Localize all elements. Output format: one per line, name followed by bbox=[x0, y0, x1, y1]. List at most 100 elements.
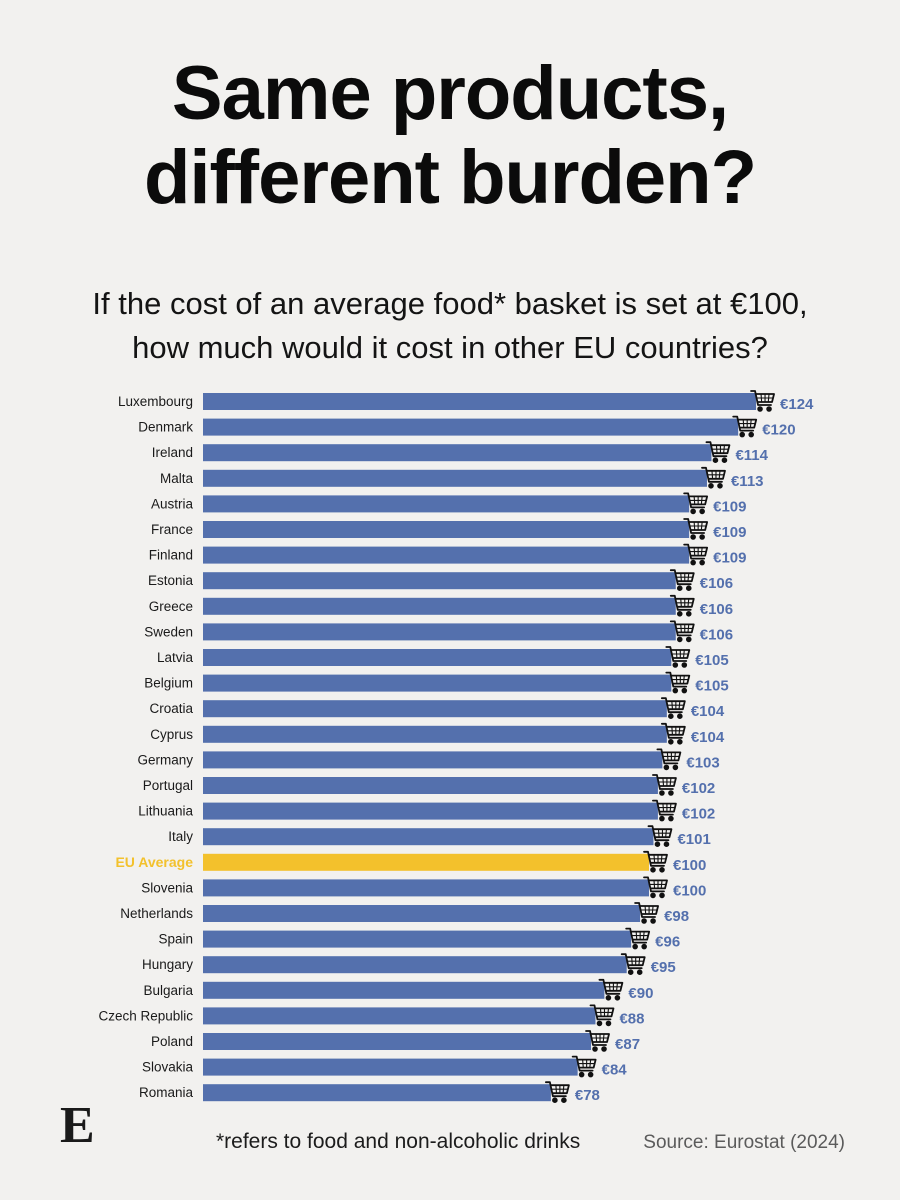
title-line-2: different burden? bbox=[143, 135, 757, 220]
value-label-estonia: €106 bbox=[700, 575, 733, 592]
cart-icon bbox=[701, 466, 726, 489]
category-label-poland: Poland bbox=[151, 1034, 193, 1049]
value-label-latvia: €105 bbox=[695, 652, 728, 669]
cart-icon bbox=[589, 1004, 615, 1027]
bar-lithuania bbox=[203, 802, 658, 820]
cart-icon bbox=[620, 953, 646, 976]
footnote: *refers to food and non-alcoholic drinks bbox=[216, 1130, 581, 1153]
category-label-slovenia: Slovenia bbox=[141, 880, 193, 895]
category-label-cyprus: Cyprus bbox=[150, 727, 193, 742]
bar-germany bbox=[203, 751, 663, 769]
category-label-netherlands: Netherlands bbox=[120, 906, 193, 921]
cart-icon bbox=[643, 876, 668, 899]
cart-icon bbox=[732, 415, 758, 438]
category-label-finland: Finland bbox=[149, 548, 193, 563]
category-label-croatia: Croatia bbox=[149, 701, 193, 716]
bar-cyprus bbox=[203, 725, 667, 743]
cart-icon bbox=[598, 978, 624, 1001]
category-label-ireland: Ireland bbox=[152, 445, 193, 460]
cart-icon bbox=[683, 518, 709, 540]
bar-austria bbox=[203, 495, 690, 513]
category-label-hungary: Hungary bbox=[142, 957, 193, 972]
category-label-latvia: Latvia bbox=[157, 650, 194, 665]
bar-croatia bbox=[203, 700, 667, 718]
value-label-germany: €103 bbox=[686, 754, 719, 771]
value-label-denmark: €120 bbox=[762, 422, 795, 439]
bar-portugal bbox=[203, 777, 658, 794]
value-label-lithuania: €102 bbox=[682, 806, 715, 823]
publisher-logo: E bbox=[60, 1098, 92, 1148]
bar-slovakia bbox=[203, 1058, 578, 1076]
category-label-sweden: Sweden bbox=[144, 624, 193, 639]
cart-icon bbox=[634, 902, 659, 924]
cart-icon bbox=[625, 927, 651, 950]
bar-luxembourg bbox=[203, 393, 757, 410]
cart-icon bbox=[705, 441, 731, 464]
chart-title: Same products, different burden? bbox=[0, 52, 900, 220]
cart-icon bbox=[669, 620, 695, 643]
cart-icon bbox=[665, 671, 691, 694]
category-label-luxembourg: Luxembourg bbox=[118, 394, 193, 409]
category-label-estonia: Estonia bbox=[148, 573, 194, 588]
category-label-czech-republic: Czech Republic bbox=[98, 1008, 193, 1023]
bar-bulgaria bbox=[203, 981, 605, 999]
bar-poland bbox=[203, 1033, 592, 1050]
cart-icon bbox=[643, 850, 668, 873]
category-label-austria: Austria bbox=[151, 496, 194, 511]
category-label-portugal: Portugal bbox=[143, 778, 193, 793]
bar-sweden bbox=[203, 623, 676, 641]
category-label-italy: Italy bbox=[168, 829, 193, 844]
bar-belgium bbox=[203, 674, 672, 692]
category-label-romania: Romania bbox=[139, 1085, 194, 1100]
cart-icon bbox=[683, 543, 709, 566]
cart-icon bbox=[750, 390, 775, 412]
bar-netherlands bbox=[203, 905, 641, 922]
value-label-france: €109 bbox=[713, 524, 746, 541]
value-label-poland: €87 bbox=[615, 1036, 640, 1053]
bar-finland bbox=[203, 546, 690, 564]
category-label-spain: Spain bbox=[158, 932, 193, 947]
bar-malta bbox=[203, 469, 707, 487]
cart-icon bbox=[665, 646, 691, 668]
cart-icon bbox=[647, 825, 673, 848]
bar-slovenia bbox=[203, 879, 649, 897]
value-label-portugal: €102 bbox=[682, 780, 715, 797]
cart-icon bbox=[652, 799, 677, 822]
bar-latvia bbox=[203, 649, 672, 666]
category-label-slovakia: Slovakia bbox=[142, 1060, 194, 1075]
bar-italy bbox=[203, 828, 654, 846]
category-label-denmark: Denmark bbox=[138, 420, 193, 435]
cart-icon bbox=[585, 1030, 610, 1052]
value-label-greece: €106 bbox=[700, 601, 733, 618]
value-label-eu-average: €100 bbox=[673, 857, 706, 874]
cart-icon bbox=[660, 697, 686, 720]
bar-greece bbox=[203, 597, 676, 615]
bar-eu-average bbox=[203, 853, 649, 871]
cart-icon bbox=[652, 774, 677, 796]
title-line-1: Same products, bbox=[171, 51, 729, 136]
value-label-belgium: €105 bbox=[695, 678, 728, 695]
category-label-lithuania: Lithuania bbox=[138, 804, 193, 819]
bar-estonia bbox=[203, 572, 676, 590]
cart-icon bbox=[656, 748, 682, 771]
value-label-croatia: €104 bbox=[691, 703, 725, 720]
value-label-finland: €109 bbox=[713, 550, 746, 567]
cart-icon bbox=[669, 569, 695, 592]
subtitle-line-1: If the cost of an average food* basket i… bbox=[92, 286, 808, 321]
cart-icon bbox=[571, 1055, 597, 1078]
cart-icon bbox=[544, 1081, 570, 1103]
value-label-italy: €101 bbox=[677, 831, 710, 848]
value-label-malta: €113 bbox=[731, 473, 764, 490]
logo-letter: E bbox=[60, 1098, 92, 1148]
chart-subtitle: If the cost of an average food* basket i… bbox=[0, 282, 900, 370]
value-label-ireland: €114 bbox=[735, 447, 768, 464]
value-label-luxembourg: €124 bbox=[780, 396, 814, 413]
bar-denmark bbox=[203, 418, 739, 436]
bar-ireland bbox=[203, 444, 712, 462]
category-label-greece: Greece bbox=[149, 599, 193, 614]
value-label-slovenia: €100 bbox=[673, 882, 706, 899]
value-label-sweden: €106 bbox=[700, 626, 733, 643]
cart-icon bbox=[669, 594, 695, 617]
category-label-belgium: Belgium bbox=[144, 676, 193, 691]
